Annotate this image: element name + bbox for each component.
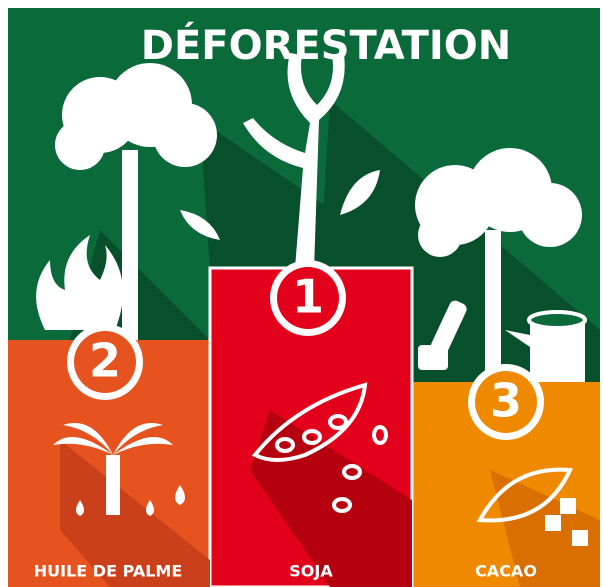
label: HUILE DE PALME [34, 562, 183, 581]
rank-badge: 2 [67, 324, 143, 400]
label: SOJA [289, 562, 333, 581]
rank-badge: 3 [468, 364, 544, 440]
infographic: DÉFORESTATION [0, 0, 604, 587]
rank: 2 [89, 334, 121, 388]
rank: 3 [490, 374, 522, 428]
rank-badge: 1 [270, 260, 346, 336]
title: DÉFORESTATION [141, 21, 511, 69]
rank: 1 [292, 270, 324, 324]
label: CACAO [475, 562, 537, 581]
